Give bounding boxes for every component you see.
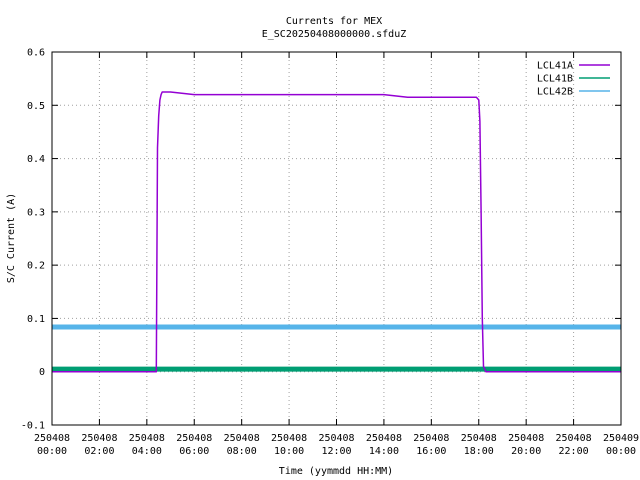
y-tick-label: 0.4 — [27, 154, 45, 165]
plot-frame — [51, 51, 622, 426]
x-tick-label-date: 250408 — [129, 433, 165, 444]
y-tick-label: 0.5 — [27, 101, 45, 112]
x-tick-label-date: 250408 — [224, 433, 260, 444]
x-tick-label-date: 250408 — [34, 433, 70, 444]
x-tick-label-date: 250409 — [603, 433, 639, 444]
y-axis-label: S/C Current (A) — [6, 193, 17, 283]
y-tick-label: 0.2 — [27, 261, 45, 272]
x-tick-label-time: 00:00 — [37, 446, 67, 457]
axis-ticks: -0.1 0 0.1 0.2 0.3 0.4 0.5 0.6 250408 00:00 250408… — [21, 48, 639, 458]
x-tick-label-time: 06:00 — [179, 446, 209, 457]
grid — [52, 52, 621, 425]
x-tick-label-time: 04:00 — [132, 446, 162, 457]
x-tick-label-date: 250408 — [366, 433, 402, 444]
chart-subtitle: E_SC20250408000000.sfduZ — [262, 29, 407, 40]
x-tick-label-time: 02:00 — [84, 446, 114, 457]
x-tick-label-date: 250408 — [508, 433, 544, 444]
y-tick-label: 0.6 — [27, 48, 45, 59]
series-layer — [52, 91, 621, 373]
x-tick-label-date: 250408 — [176, 433, 212, 444]
x-tick-label-date: 250408 — [81, 433, 117, 444]
y-tick-label: 0.3 — [27, 207, 45, 218]
legend-label: LCL41A — [537, 61, 573, 72]
x-tick-label-time: 14:00 — [369, 446, 399, 457]
x-tick-label-time: 12:00 — [321, 446, 351, 457]
y-tick-label: 0.1 — [27, 314, 45, 325]
x-tick-label-time: 22:00 — [559, 446, 589, 457]
legend-label: LCL41B — [537, 74, 573, 85]
x-tick-label-time: 18:00 — [464, 446, 494, 457]
x-tick-label-date: 250408 — [461, 433, 497, 444]
y-tick-label: -0.1 — [21, 421, 45, 432]
x-tick-label-date: 250408 — [271, 433, 307, 444]
x-axis-label: Time (yymmdd HH:MM) — [279, 466, 393, 477]
x-tick-label-date: 250408 — [413, 433, 449, 444]
legend: LCL41A LCL41B LCL42B — [537, 61, 610, 98]
y-tick-label: 0 — [39, 367, 45, 378]
x-tick-label-time: 00:00 — [606, 446, 636, 457]
x-tick-label-time: 20:00 — [511, 446, 541, 457]
series-line-lcl41a — [52, 91, 621, 373]
x-tick-label-date: 250408 — [318, 433, 354, 444]
legend-label: LCL42B — [537, 87, 573, 98]
chart-title: Currents for MEX — [286, 16, 382, 27]
x-tick-label-time: 10:00 — [274, 446, 304, 457]
x-tick-label-time: 08:00 — [227, 446, 257, 457]
x-tick-label-time: 16:00 — [416, 446, 446, 457]
x-tick-label-date: 250408 — [556, 433, 592, 444]
